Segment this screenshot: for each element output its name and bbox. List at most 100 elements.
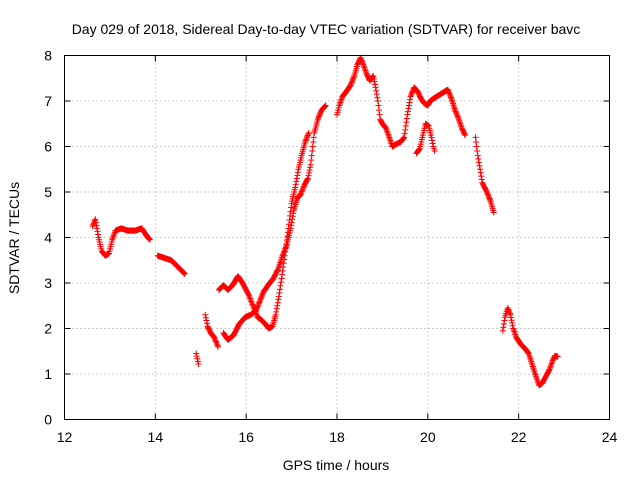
data-point: [386, 134, 393, 141]
data-point: [404, 108, 411, 115]
data-point: [484, 190, 491, 197]
x-tick-label: 22: [511, 429, 527, 445]
data-point: [400, 135, 407, 142]
x-tick-label: 12: [57, 429, 73, 445]
data-point: [374, 98, 381, 104]
data-point: [385, 131, 392, 138]
data-point: [308, 152, 315, 159]
data-point: [447, 93, 454, 100]
data-point: [306, 167, 313, 174]
data-point: [89, 223, 96, 230]
data-point: [477, 169, 484, 176]
y-tick-label: 8: [44, 48, 52, 64]
data-point: [194, 358, 201, 365]
data-point: [259, 291, 266, 298]
data-point: [303, 136, 310, 143]
x-tick-label: 14: [148, 429, 164, 445]
data-point: [258, 294, 265, 301]
data-point: [292, 181, 299, 188]
data-point: [472, 134, 479, 141]
data-point: [247, 297, 254, 304]
data-point: [350, 75, 357, 82]
data-point: [400, 135, 407, 142]
data-point: [282, 244, 289, 251]
data-point: [533, 374, 540, 381]
data-point: [304, 132, 311, 139]
data-series: [89, 54, 561, 389]
y-tick-label: 1: [44, 366, 52, 382]
data-point: [405, 105, 412, 112]
data-point: [212, 338, 219, 345]
data-point: [95, 231, 102, 238]
data-point: [307, 161, 314, 168]
data-point: [92, 219, 99, 226]
data-point: [359, 60, 366, 67]
data-point: [347, 82, 354, 89]
data-point: [350, 74, 357, 81]
data-point: [337, 99, 344, 106]
data-point: [409, 89, 416, 96]
x-axis-label: GPS time / hours: [283, 457, 390, 473]
data-point: [248, 299, 255, 306]
data-point: [504, 305, 511, 312]
data-point: [407, 93, 414, 100]
chart-title: Day 029 of 2018, Sidereal Day-to-day VTE…: [72, 21, 581, 37]
data-point: [452, 107, 459, 114]
y-tick-label: 6: [44, 139, 52, 155]
data-point: [506, 310, 513, 317]
data-point: [349, 76, 356, 83]
data-point: [281, 247, 288, 254]
data-point: [280, 249, 287, 256]
data-point: [371, 78, 378, 85]
data-point: [288, 204, 295, 211]
data-point: [486, 195, 493, 202]
data-point: [211, 334, 218, 341]
data-point: [486, 196, 493, 203]
data-point: [317, 109, 324, 116]
data-point: [428, 134, 435, 141]
data-point: [298, 189, 305, 196]
data-point: [248, 298, 255, 305]
data-point: [349, 78, 356, 85]
data-point: [445, 89, 452, 96]
data-point: [447, 94, 454, 101]
data-point: [110, 233, 117, 240]
data-point: [477, 166, 484, 173]
data-point: [456, 119, 463, 126]
data-point: [376, 111, 383, 118]
data-point: [511, 330, 518, 337]
data-point: [305, 129, 312, 136]
plot-frame: [64, 55, 610, 420]
data-point: [505, 307, 512, 314]
data-point: [278, 279, 285, 286]
data-point: [294, 172, 301, 179]
data-point: [484, 191, 491, 198]
data-point: [193, 353, 200, 360]
data-point: [370, 72, 377, 79]
data-point: [256, 299, 263, 306]
data-point: [385, 132, 392, 139]
data-point: [374, 94, 381, 101]
data-point: [321, 103, 328, 110]
data-point: [214, 342, 221, 349]
data-point: [275, 296, 282, 303]
data-point: [452, 108, 459, 115]
data-point: [258, 293, 265, 299]
data-point: [305, 172, 312, 179]
data-point: [475, 159, 482, 166]
data-point: [446, 90, 453, 97]
data-point: [457, 122, 464, 129]
data-point: [279, 271, 286, 278]
data-point: [257, 295, 264, 302]
data-point: [274, 299, 281, 306]
data-point: [402, 126, 409, 133]
data-point: [386, 135, 393, 142]
data-point: [510, 327, 517, 334]
y-tick-label: 4: [44, 230, 52, 246]
data-point: [246, 292, 253, 299]
data-point: [298, 188, 305, 195]
data-point: [408, 92, 415, 99]
data-point: [203, 320, 210, 327]
data-point: [181, 270, 188, 277]
data-point: [288, 222, 295, 229]
